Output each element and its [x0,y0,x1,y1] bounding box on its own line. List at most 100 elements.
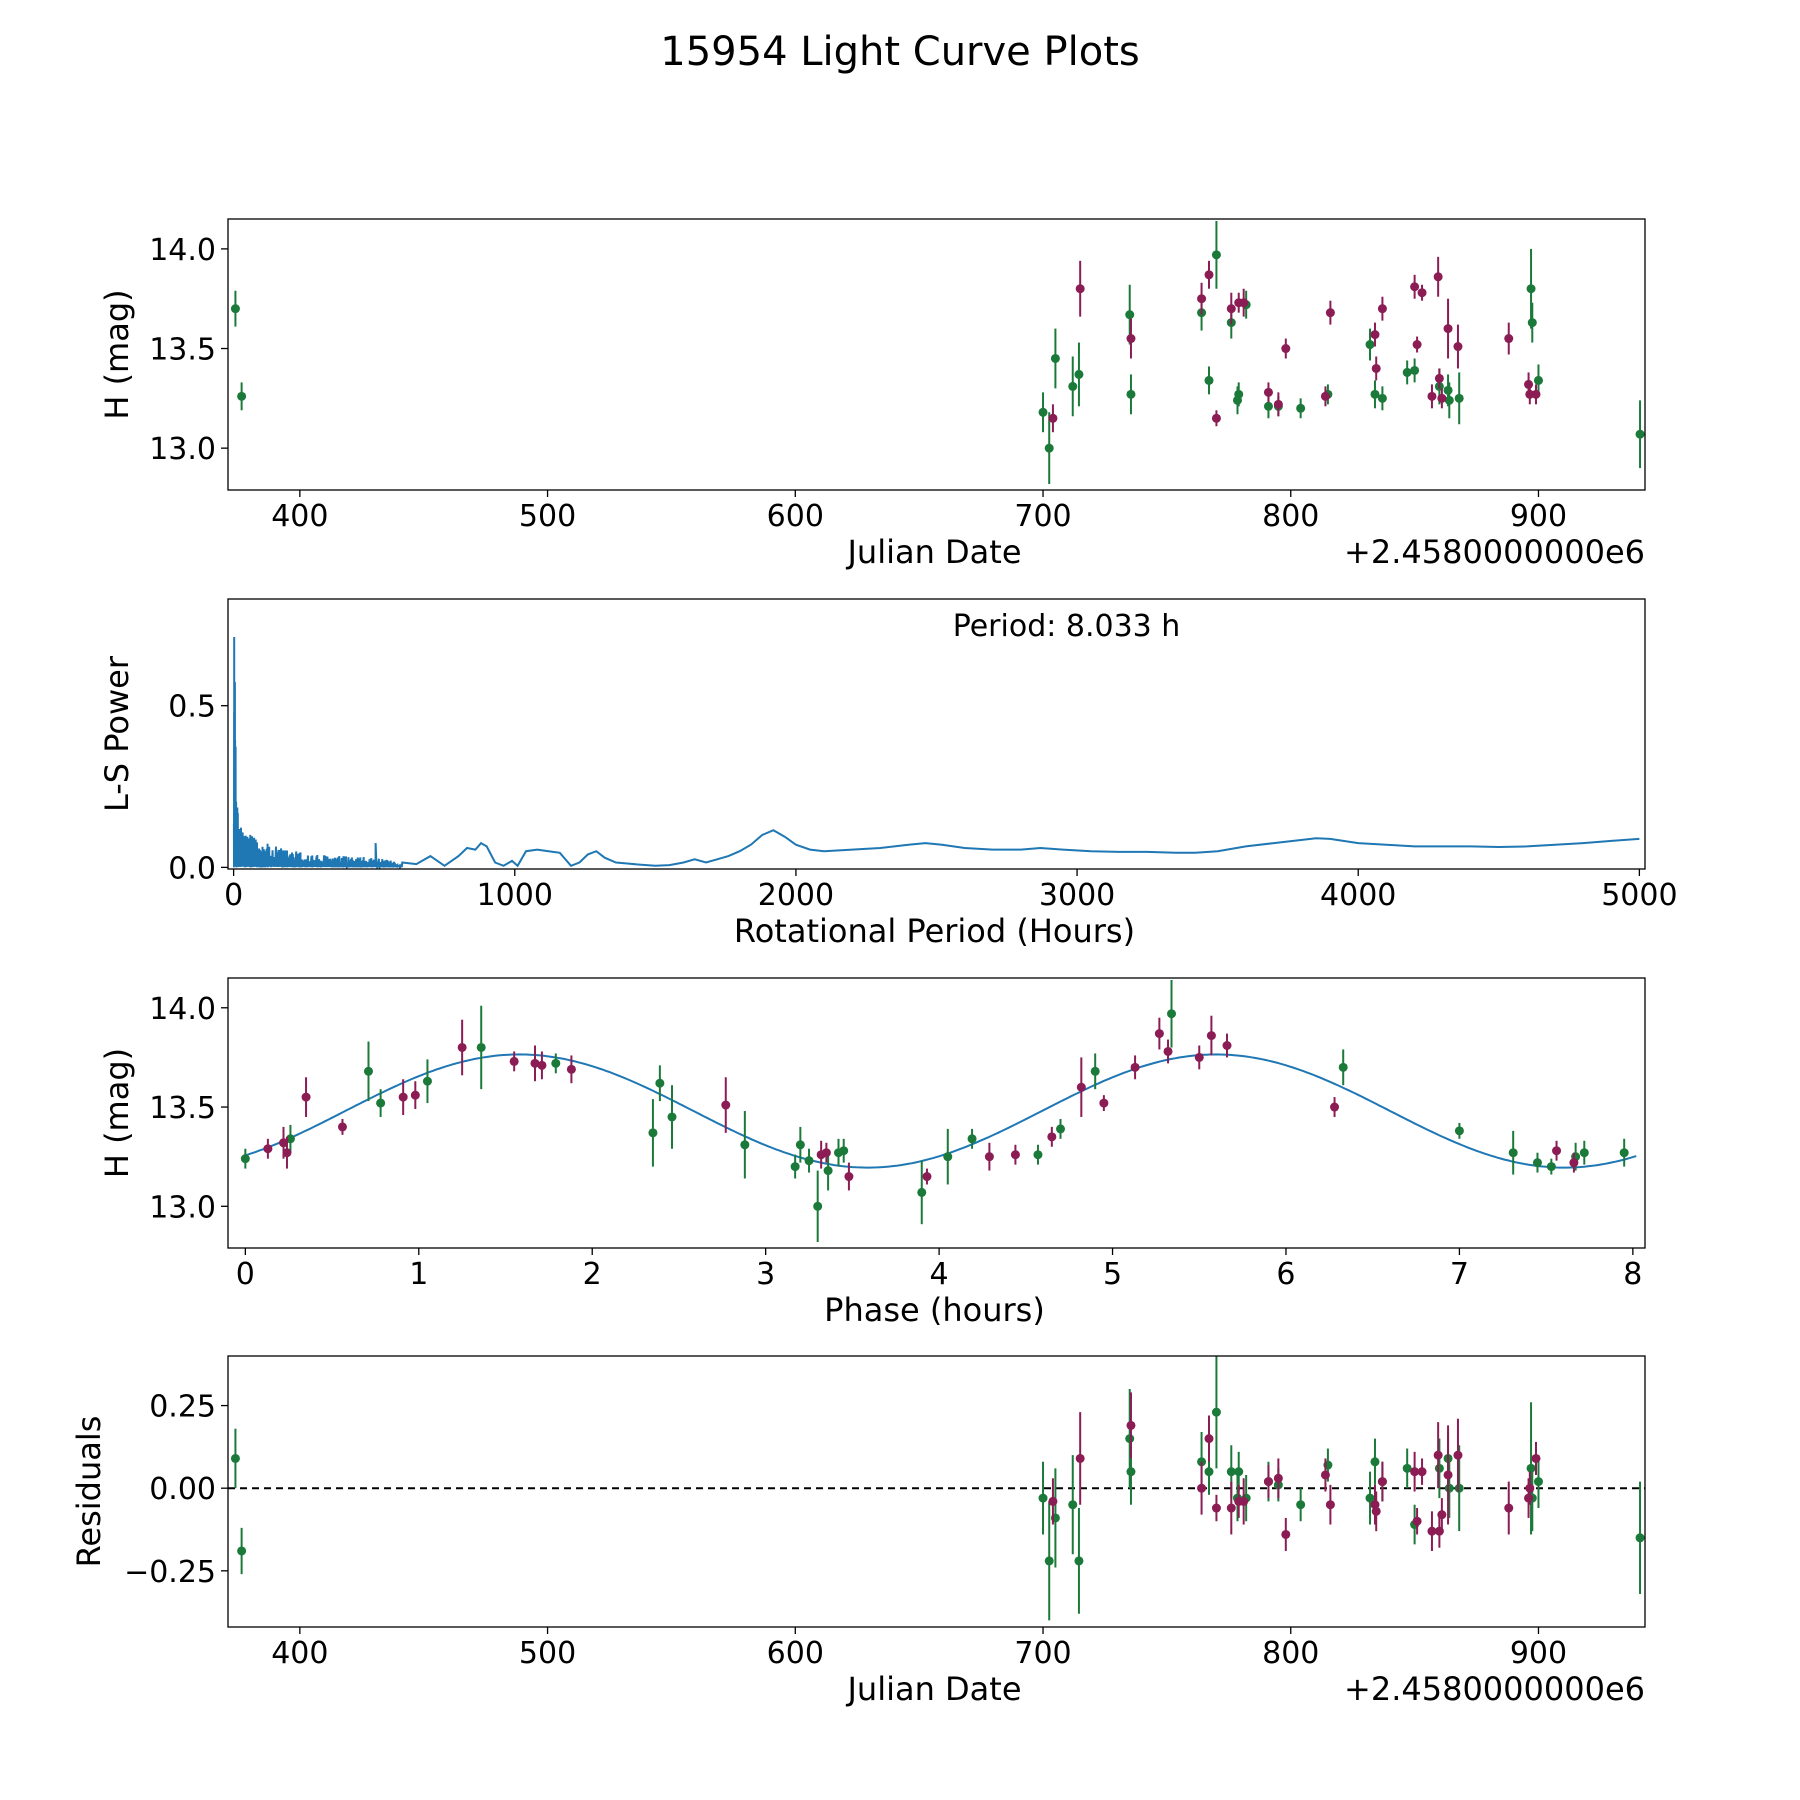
data-point [1068,1500,1078,1510]
data-point [337,1122,347,1132]
data-point [1281,344,1291,354]
data-point [1074,369,1084,379]
data-point [566,1064,576,1074]
data-point [1048,1496,1058,1506]
x-tick-label: 4000 [1320,878,1396,913]
data-point [1417,288,1427,298]
data-point [1443,385,1453,395]
data-point [509,1056,519,1066]
x-axis-offset-label: +2.4580000000e6 [1344,1670,1645,1708]
data-point [1437,1510,1447,1520]
x-tick-label: 3000 [1039,878,1115,913]
data-point [1320,391,1330,401]
x-tick-label: 500 [519,499,576,534]
data-point [1038,1493,1048,1503]
data-point [1532,1158,1542,1168]
data-point [1239,298,1249,308]
data-point [1525,1483,1535,1493]
data-point [1402,367,1412,377]
y-tick-label: 13.0 [149,432,216,467]
lightcurve-series-red [1048,256,1541,433]
y-tick-label: 14.0 [149,992,216,1027]
data-point [1263,1477,1273,1487]
data-point [1154,1029,1164,1039]
data-point [263,1144,273,1154]
x-tick-label: 400 [271,499,328,534]
data-point [1099,1098,1109,1108]
x-tick-label: 600 [767,499,824,534]
x-tick-label: 0 [224,878,243,913]
data-point [1044,1556,1054,1566]
y-tick-label: 0.5 [168,690,216,725]
data-point [648,1128,658,1138]
data-point [1526,1463,1536,1473]
x-tick-label: 5 [1103,1257,1122,1292]
lightcurve-frame [227,218,1646,491]
data-point [1226,1503,1236,1513]
data-point [1125,1434,1135,1444]
data-point [1325,1500,1335,1510]
data-point [844,1172,854,1182]
data-point [230,304,240,314]
y-tick-label: 13.0 [149,1190,216,1225]
data-point [967,1134,977,1144]
data-point [655,1078,665,1088]
data-point [1263,387,1273,397]
data-point [1454,1126,1464,1136]
data-point [1504,334,1514,344]
data-point [1126,389,1136,399]
figure-title: 15954 Light Curve Plots [660,29,1139,75]
data-point [1222,1041,1232,1050]
data-point [1434,373,1444,383]
data-point [1579,1148,1589,1158]
lightcurve-series-green [230,220,1645,485]
phased-series-red [263,1015,1579,1191]
data-point [1427,391,1437,401]
data-point [795,1140,805,1150]
data-point [1206,1031,1216,1041]
y-tick-label: 13.5 [149,333,216,368]
data-point [1365,1493,1375,1503]
data-point [1325,308,1335,318]
x-tick-label: 900 [1510,1636,1567,1671]
ls-power-line [232,636,1640,869]
data-point [721,1100,731,1110]
x-tick-label: 400 [271,1636,328,1671]
data-point [1090,1066,1100,1076]
data-point [1377,304,1387,314]
data-point [1126,1420,1136,1430]
data-point [1524,379,1534,389]
data-point [1508,1148,1518,1158]
data-point [1527,318,1537,328]
data-point [1365,340,1375,350]
data-point [457,1042,467,1052]
data-point [1433,272,1443,282]
data-point [476,1042,486,1052]
data-point [1296,1500,1306,1510]
data-point [1427,1526,1437,1536]
data-point [1126,1467,1136,1477]
data-point [1033,1150,1043,1160]
data-point [1050,353,1060,363]
data-point [943,1152,953,1162]
data-point [1239,1496,1249,1506]
model-fit-curve [244,1053,1637,1169]
data-point [740,1140,750,1150]
x-tick-label: 800 [1262,1636,1319,1671]
data-point [790,1162,800,1172]
data-point [1402,1463,1412,1473]
data-point [1433,1450,1443,1460]
data-point [1130,1062,1140,1072]
x-tick-label: 2 [583,1257,602,1292]
periodogram-panel: 0 1000 2000 3000 4000 5000 0.0 0.5 Rotational Pe… [98,598,1678,950]
data-point [1204,1434,1214,1444]
y-tick-label: 14.0 [149,233,216,268]
periodogram-frame [227,598,1646,870]
phased-frame [227,977,1646,1249]
data-point [1075,1453,1085,1463]
data-point [667,1112,677,1122]
data-point [1371,1506,1381,1516]
data-point [1211,1407,1221,1417]
data-point [1125,310,1135,320]
data-point [1370,1457,1380,1467]
